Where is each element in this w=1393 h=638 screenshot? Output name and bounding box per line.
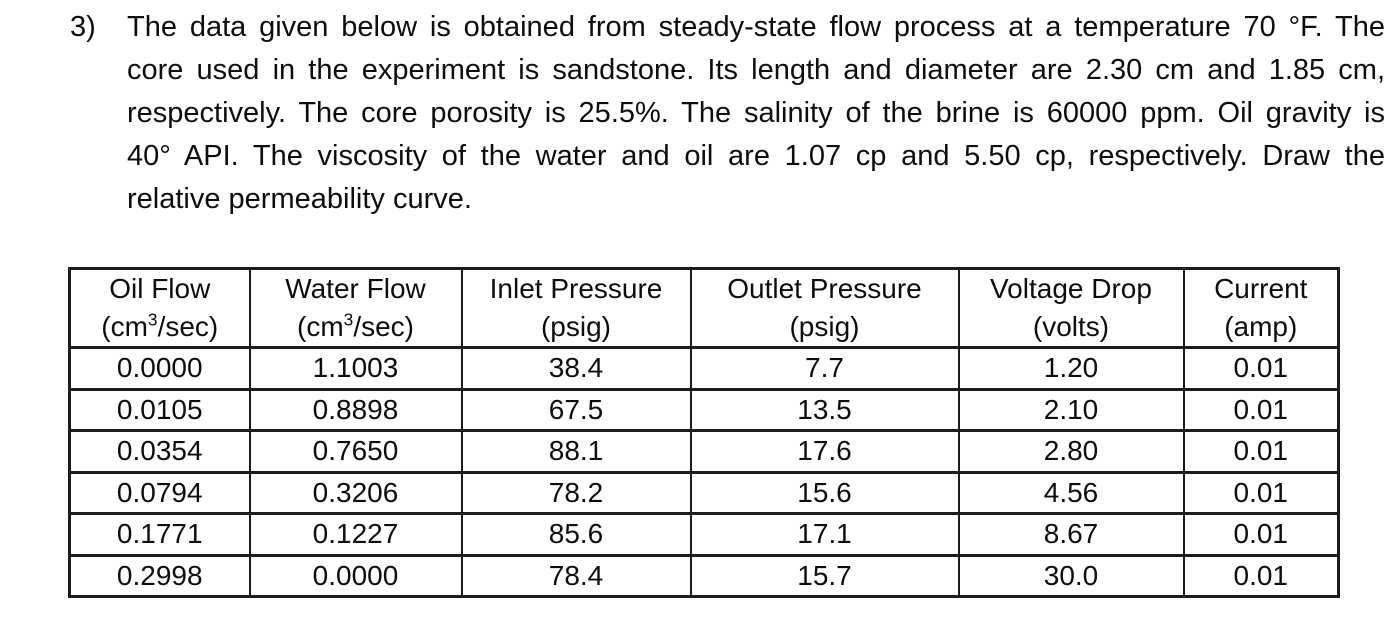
column-header: Voltage Drop (volts)	[957, 267, 1185, 349]
table-cell: 78.4	[460, 553, 692, 598]
column-header-unit: (psig)	[540, 311, 611, 342]
superscript-3: 3	[343, 309, 354, 330]
data-table: Oil Flow (cm3/sec) Water Flow (cm3/sec) Inle…	[68, 267, 1340, 598]
column-header-label: Inlet Pressure	[489, 273, 663, 304]
table-cell: 38.4	[460, 346, 692, 391]
table-cell: 0.0794	[68, 470, 251, 515]
table-cell: 0.01	[1182, 470, 1340, 515]
table-cell: 0.0354	[68, 429, 251, 474]
column-header-unit: (amp)	[1224, 311, 1298, 342]
table-cell: 7.7	[689, 346, 960, 391]
table-cell: 0.0000	[68, 346, 251, 391]
column-header-label: Current	[1214, 273, 1308, 304]
table-cell: 0.3206	[248, 470, 463, 515]
table-cell: 17.6	[689, 429, 960, 474]
table-cell: 0.0000	[248, 553, 463, 598]
table-cell: 0.01	[1182, 512, 1340, 557]
problem-line: The data given below is obtained from st…	[127, 11, 1385, 43]
table-row: 0.2998 0.0000 78.4 15.7 30.0 0.01	[68, 553, 1340, 598]
problem-line: core used in the experiment is sandstone…	[127, 54, 1385, 86]
table-body: 0.0000 1.1003 38.4 7.7 1.20 0.01 0.0105 0.8898 6…	[68, 346, 1340, 598]
table-cell: 2.10	[957, 387, 1185, 432]
problem-text: The data given below is obtained from st…	[127, 6, 1385, 221]
table-cell: 78.2	[460, 470, 692, 515]
problem-line: relative permeability curve.	[127, 183, 472, 215]
table-cell: 8.67	[957, 512, 1185, 557]
table-cell: 0.2998	[68, 553, 251, 598]
table-cell: 0.7650	[248, 429, 463, 474]
table-cell: 67.5	[460, 387, 692, 432]
problem-statement: 3) The data given below is obtained from…	[70, 6, 1385, 221]
table-row: 0.1771 0.1227 85.6 17.1 8.67 0.01	[68, 512, 1340, 557]
problem-line: respectively. The core porosity is 25.5%…	[127, 97, 1385, 129]
column-header-label: Water Flow	[285, 273, 426, 304]
table-header-row: Oil Flow (cm3/sec) Water Flow (cm3/sec) Inle…	[68, 267, 1340, 349]
column-header: Outlet Pressure (psig)	[689, 267, 960, 349]
problem-line: 40° API. The viscosity of the water and …	[127, 140, 1385, 172]
column-header-label: Oil Flow	[109, 273, 211, 304]
table-cell: 0.0105	[68, 387, 251, 432]
table-cell: 88.1	[460, 429, 692, 474]
table-cell: 85.6	[460, 512, 692, 557]
table-row: 0.0105 0.8898 67.5 13.5 2.10 0.01	[68, 387, 1340, 432]
column-header-unit: (cm3/sec)	[297, 309, 414, 342]
column-header-label: Outlet Pressure	[727, 273, 922, 304]
table-cell: 0.01	[1182, 346, 1340, 391]
table-cell: 0.01	[1182, 429, 1340, 474]
column-header: Oil Flow (cm3/sec)	[68, 267, 251, 349]
table-cell: 15.6	[689, 470, 960, 515]
table-cell: 0.01	[1182, 553, 1340, 598]
column-header: Water Flow (cm3/sec)	[248, 267, 463, 349]
column-header: Current (amp)	[1182, 267, 1340, 349]
problem-number: 3)	[70, 11, 96, 43]
column-header-unit: (volts)	[1032, 311, 1110, 342]
table-header: Oil Flow (cm3/sec) Water Flow (cm3/sec) Inle…	[68, 267, 1340, 349]
table-cell: 0.1771	[68, 512, 251, 557]
table-cell: 0.1227	[248, 512, 463, 557]
table-cell: 17.1	[689, 512, 960, 557]
column-header-unit: (psig)	[789, 311, 860, 342]
table-cell: 15.7	[689, 553, 960, 598]
table-cell: 0.01	[1182, 387, 1340, 432]
table-cell: 4.56	[957, 470, 1185, 515]
column-header-unit: (cm3/sec)	[101, 309, 219, 342]
table-cell: 2.80	[957, 429, 1185, 474]
superscript-3: 3	[147, 309, 158, 330]
table-cell: 1.1003	[248, 346, 463, 391]
table-cell: 30.0	[957, 553, 1185, 598]
column-header: Inlet Pressure (psig)	[460, 267, 692, 349]
table-cell: 1.20	[957, 346, 1185, 391]
table-row: 0.0000 1.1003 38.4 7.7 1.20 0.01	[68, 346, 1340, 391]
table-cell: 13.5	[689, 387, 960, 432]
table-cell: 0.8898	[248, 387, 463, 432]
column-header-label: Voltage Drop	[990, 273, 1152, 304]
table-row: 0.0354 0.7650 88.1 17.6 2.80 0.01	[68, 429, 1340, 474]
table-row: 0.0794 0.3206 78.2 15.6 4.56 0.01	[68, 470, 1340, 515]
